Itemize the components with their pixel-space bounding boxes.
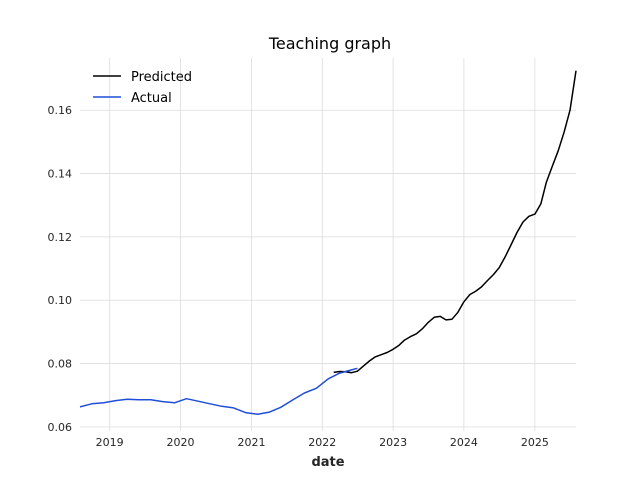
series-line-predicted: [333, 70, 577, 374]
series-line-actual: [79, 367, 358, 415]
grid: [80, 58, 576, 431]
x-tick-label: 2021: [237, 436, 265, 449]
x-tick-label: 2023: [379, 436, 407, 449]
legend-label-actual: Actual: [131, 91, 172, 106]
series-lines: [79, 70, 577, 415]
y-tick-label: 0.10: [48, 294, 73, 307]
y-tick-label: 0.06: [48, 421, 73, 434]
y-tick-label: 0.16: [48, 104, 73, 117]
tick-labels: 2019 2020 2021 2022 2023 2024 2025 0.06 0.08 0.10…: [48, 104, 549, 449]
x-tick-label: 2019: [96, 436, 124, 449]
y-tick-label: 0.14: [48, 168, 73, 181]
legend-label-predicted: Predicted: [131, 70, 192, 85]
x-tick-label: 2022: [308, 436, 336, 449]
x-axis-label: date: [311, 455, 344, 470]
x-tick-label: 2024: [450, 436, 478, 449]
x-tick-label: 2025: [521, 436, 549, 449]
y-tick-label: 0.08: [48, 358, 73, 371]
x-tick-label: 2020: [166, 436, 194, 449]
chart-title: Teaching graph: [268, 34, 391, 53]
legend: Predicted Actual: [93, 70, 192, 106]
y-tick-label: 0.12: [48, 231, 73, 244]
